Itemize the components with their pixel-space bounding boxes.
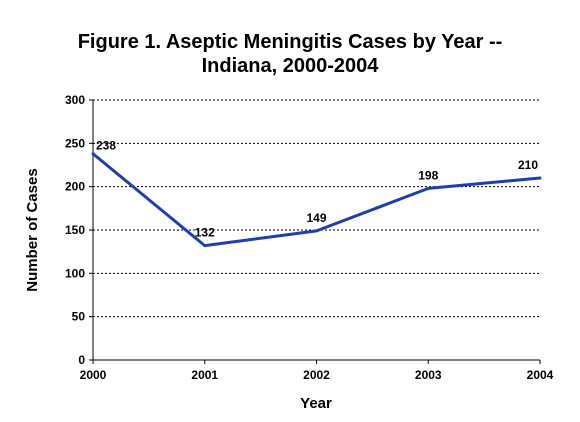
y-tick-label: 150 [65, 223, 85, 237]
x-tick-label: 2001 [191, 368, 218, 382]
chart-title-line-2: Indiana, 2000-2004 [201, 55, 379, 77]
y-axis-ticks: 0 50 100 150 200 250 300 [65, 93, 93, 367]
x-axis-label: Year [300, 395, 332, 412]
data-point [91, 152, 95, 156]
data-point [538, 176, 542, 180]
data-point [203, 244, 207, 248]
data-point [426, 186, 430, 190]
data-label: 210 [518, 158, 538, 172]
y-tick-label: 50 [72, 310, 86, 324]
y-tick-label: 250 [65, 136, 85, 150]
x-tick-label: 2003 [415, 368, 442, 382]
data-label: 238 [96, 139, 116, 153]
y-tick-label: 200 [65, 180, 85, 194]
x-axis-ticks: 2000 2001 2002 2003 2004 [80, 360, 554, 382]
y-axis-label: Number of Cases [24, 168, 41, 291]
x-tick-label: 2002 [303, 368, 330, 382]
x-tick-label: 2000 [80, 368, 107, 382]
y-tick-label: 100 [65, 266, 85, 280]
chart-title-line-1: Figure 1. Aseptic Meningitis Cases by Ye… [77, 31, 503, 53]
data-label: 149 [306, 211, 326, 225]
data-labels: 238 132 149 198 210 [96, 139, 538, 240]
grid-lines [93, 99, 540, 318]
x-tick-label: 2004 [527, 368, 554, 382]
data-point [315, 229, 318, 233]
data-label: 132 [195, 226, 215, 240]
data-label: 198 [418, 168, 438, 182]
y-tick-label: 0 [78, 353, 85, 367]
y-tick-label: 300 [65, 93, 85, 107]
series-layer [91, 152, 542, 248]
